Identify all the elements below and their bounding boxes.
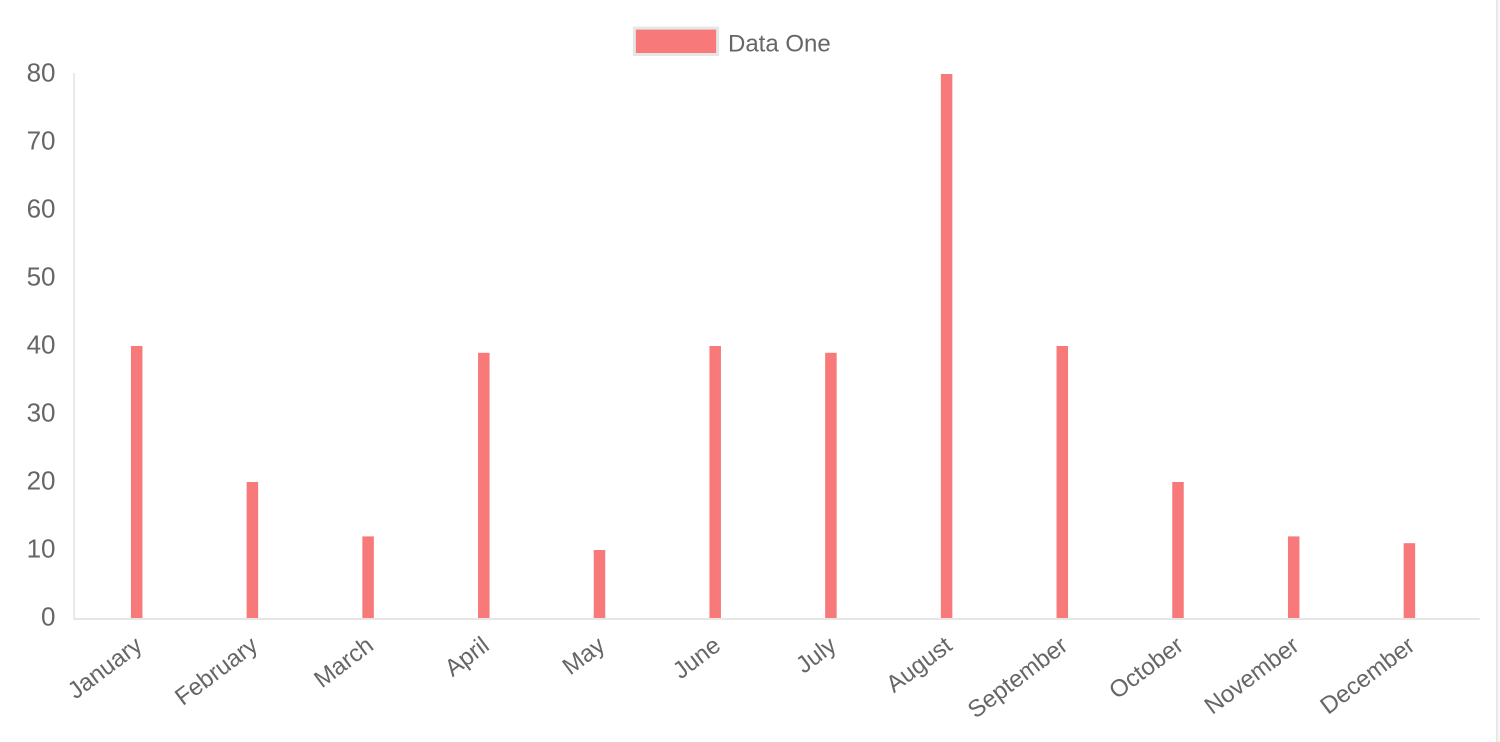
svg-text:February: February — [170, 632, 263, 711]
svg-text:10: 10 — [27, 533, 56, 563]
svg-text:70: 70 — [27, 125, 56, 155]
svg-text:August: August — [881, 632, 957, 699]
svg-text:50: 50 — [27, 261, 56, 291]
svg-text:April: April — [440, 632, 495, 682]
svg-text:40: 40 — [27, 329, 56, 359]
svg-text:November: November — [1200, 632, 1305, 720]
svg-text:October: October — [1104, 632, 1188, 705]
svg-text:September: September — [963, 632, 1073, 724]
svg-text:January: January — [63, 632, 147, 705]
svg-text:20: 20 — [27, 465, 56, 495]
svg-text:Data One: Data One — [728, 31, 831, 58]
svg-text:July: July — [791, 632, 841, 679]
svg-text:80: 80 — [27, 57, 56, 87]
svg-text:December: December — [1315, 632, 1420, 720]
svg-text:0: 0 — [41, 601, 55, 631]
svg-text:March: March — [309, 632, 379, 694]
svg-text:60: 60 — [27, 193, 56, 223]
svg-text:June: June — [668, 632, 726, 685]
svg-text:30: 30 — [27, 397, 56, 427]
svg-text:May: May — [558, 632, 610, 681]
